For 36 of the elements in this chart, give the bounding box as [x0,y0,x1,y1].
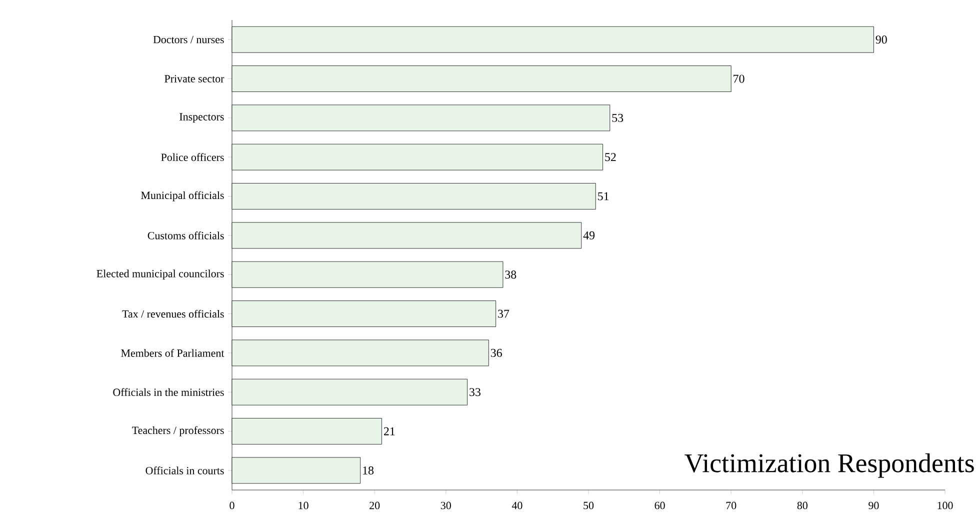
x-tick-label: 100 [938,502,953,510]
annotation: Victimization Respondents [684,453,974,478]
data-label: 33 [470,388,480,396]
data-label: 18 [363,466,374,474]
x-tick-label: 30 [440,502,451,510]
data-label: 51 [598,192,609,200]
y-tick-label: Tax / revenues officials [122,310,224,318]
y-tick-label: Officials in the ministries [113,388,224,396]
x-tick-label: 80 [797,502,808,510]
x-tick-label: 40 [512,502,522,510]
y-tick-label: Police officers [161,153,224,161]
y-tick-label: Private sector [164,75,224,82]
x-tick-label: 50 [584,502,594,510]
y-tick-label: Members of Parliament [121,349,224,357]
x-tick-label: 70 [726,502,736,510]
data-label: 90 [876,36,887,44]
data-label: 49 [583,231,595,240]
data-label: 37 [498,310,510,318]
x-tick-label: 0 [230,502,234,510]
y-tick-label: Municipal officials [141,191,224,202]
x-tick-label: 10 [298,502,308,510]
x-tick-label: 20 [370,502,380,510]
data-label: 38 [505,270,516,279]
data-label: 53 [612,114,624,122]
y-tick-label: Inspectors [180,113,224,123]
y-tick-label: Customs officials [148,232,224,240]
data-label: 21 [384,427,395,436]
y-tick-label: Elected municipal councilors [96,270,224,280]
y-tick-label: Teachers / professors [132,426,224,436]
y-tick-label: Doctors / nurses [153,36,224,44]
data-label: 70 [734,74,744,83]
data-label: 36 [490,348,502,357]
x-tick-label: 90 [868,502,879,510]
data-label: 52 [605,153,616,162]
x-tick-label: 60 [654,502,665,510]
y-tick-label: Officials in courts [146,466,224,474]
